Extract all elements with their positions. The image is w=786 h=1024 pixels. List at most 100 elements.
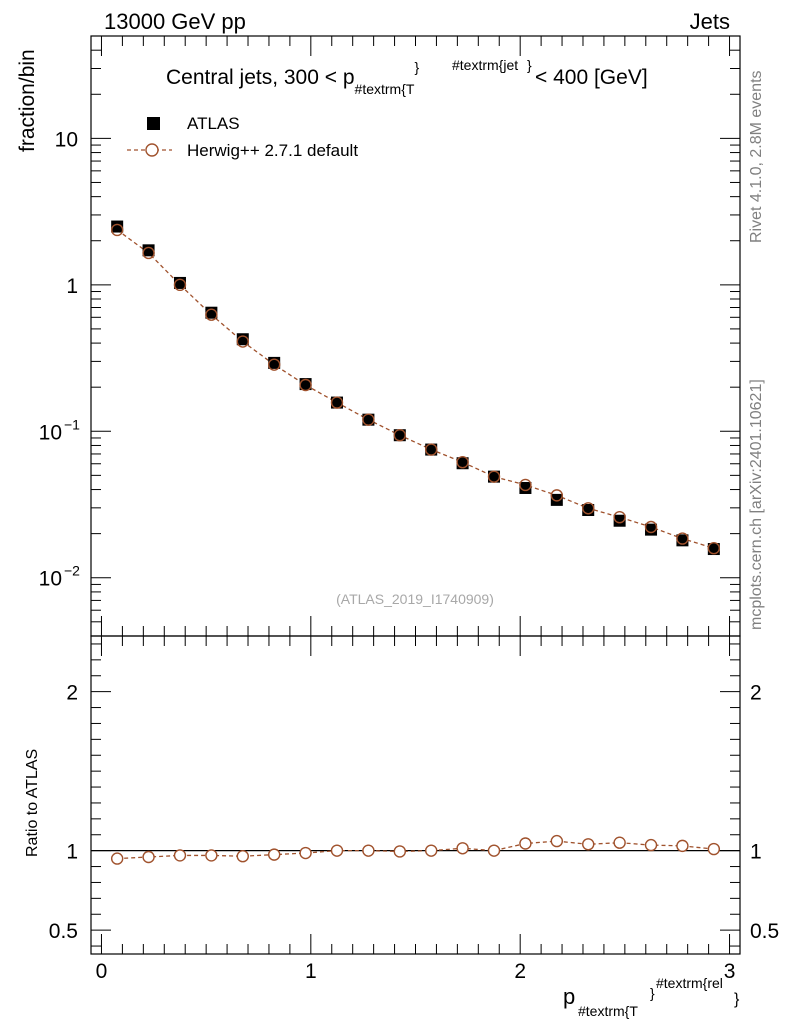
main-ylabel: fraction/bin (16, 49, 39, 152)
xlabel-sub: #textrm{T (578, 1003, 638, 1019)
herwig-point (613, 510, 626, 524)
title-sup: #textrm{jet (452, 57, 518, 73)
herwig-point (519, 478, 532, 492)
herwig-point (110, 223, 124, 237)
atlas-point (205, 306, 218, 319)
atlas-point (645, 523, 658, 536)
ratio-data-marks (91, 834, 740, 865)
atlas-point (362, 413, 375, 426)
analysis-watermark: (ATLAS_2019_I1740909) (336, 591, 494, 607)
ratio-herwig-point (550, 834, 564, 848)
herwig-point (550, 489, 564, 502)
rivet-label: Rivet 4.1.0, 2.8M events (748, 70, 765, 243)
herwig-point (299, 378, 312, 392)
main-ytick-label: 10 (39, 568, 62, 591)
atlas-point (613, 514, 626, 527)
main-ytick-exponent: −2 (64, 563, 80, 579)
legend-atlas-marker (147, 117, 160, 130)
herwig-point (582, 502, 595, 515)
ratio-herwig-point (487, 844, 501, 857)
legend-mc-marker (145, 143, 159, 157)
ratio-ytick-label-right: 2 (750, 682, 762, 705)
atlas-point (425, 443, 438, 456)
ratio-herwig-point (267, 848, 281, 861)
main-title: Central jets, 300 < p#textrm{T} #textrm{… (166, 57, 648, 97)
title-sup-close: } (527, 57, 532, 73)
atlas-point (236, 333, 249, 346)
ratio-panel-frame (90, 635, 741, 955)
herwig-point (330, 396, 344, 409)
ratio-ytick-label: 2 (66, 682, 78, 705)
legend-mc-label: Herwig++ 2.7.1 default (187, 141, 358, 160)
herwig-point (205, 308, 218, 321)
main-ytick-label: 1 (66, 275, 78, 298)
ratio-axis-ticks: 2 2 1 1 0.5 0.5 0 1 2 3 (49, 636, 779, 983)
herwig-line (116, 229, 715, 549)
herwig-point (644, 520, 658, 534)
atlas-point (550, 493, 563, 506)
herwig-point (267, 358, 281, 371)
xtick-label: 2 (514, 960, 526, 983)
atlas-point (488, 470, 501, 483)
ratio-herwig-point (205, 849, 218, 862)
herwig-point (142, 246, 155, 260)
process-label: Jets (690, 9, 730, 34)
atlas-point (393, 429, 406, 442)
ratio-herwig-point (362, 844, 375, 857)
title-tail: < 400 [GeV] (535, 66, 648, 89)
ratio-herwig-point (613, 836, 626, 849)
xlabel-tail: } (734, 991, 740, 1008)
ratio-herwig-point (425, 844, 438, 857)
svg-text:Central jets, 300 < p#textrm{T: Central jets, 300 < p#textrm{T} (166, 59, 419, 97)
legend: ATLAS Herwig++ 2.7.1 default (127, 114, 358, 160)
xtick-label: 0 (96, 960, 108, 983)
main-ytick-label: 10 (55, 128, 78, 151)
ratio-herwig-point (299, 846, 312, 860)
atlas-point (519, 481, 532, 494)
energy-label: 13000 GeV pp (104, 9, 246, 34)
herwig-point (425, 443, 438, 456)
herwig-point (173, 278, 187, 292)
herwig-point (676, 532, 689, 545)
title-main: Central jets, 300 < p (166, 66, 355, 89)
ratio-herwig-point (110, 852, 124, 865)
title-close: } (414, 59, 419, 75)
ratio-herwig-point (236, 850, 249, 863)
atlas-point (142, 244, 155, 257)
herwig-point (456, 455, 469, 469)
legend-atlas-label: ATLAS (187, 114, 240, 133)
ratio-herwig-point (582, 838, 595, 851)
herwig-point (236, 335, 249, 348)
herwig-point (707, 542, 721, 555)
ratio-herwig-point (519, 837, 532, 850)
ratio-herwig-point (393, 845, 406, 858)
herwig-point (362, 413, 375, 426)
main-ytick-exponent: −1 (64, 416, 80, 432)
xtick-label: 1 (305, 960, 317, 983)
xlabel-sup: #textrm{rel (656, 975, 723, 991)
atlas-point (330, 396, 343, 409)
atlas-point (111, 220, 124, 233)
ratio-herwig-point (142, 850, 155, 864)
main-ytick-label: 10 (39, 421, 62, 444)
ratio-ytick-label: 1 (66, 841, 78, 864)
ratio-herwig-point (707, 842, 721, 856)
x-axis-label: p #textrm{T } #textrm{rel } (563, 975, 740, 1019)
ratio-herwig-point (330, 844, 344, 857)
ratio-herwig-point (173, 849, 187, 862)
xtick-label: 3 (724, 960, 736, 983)
herwig-point (487, 470, 501, 483)
ratio-herwig-point (644, 838, 658, 852)
ratio-herwig-point (456, 842, 469, 855)
xlabel-close: } (650, 985, 655, 1001)
herwig-point (393, 429, 406, 442)
title-sub: #textrm{T (355, 81, 415, 97)
ratio-ytick-label-right: 1 (750, 841, 762, 864)
mcplots-label: mcplots.cern.ch [arXiv:2401.10621] (748, 379, 765, 630)
main-data-marks (110, 220, 721, 556)
ratio-herwig-point (676, 839, 689, 853)
ratio-ytick-label-right: 0.5 (750, 920, 779, 943)
ratio-ytick-label: 0.5 (49, 920, 78, 943)
